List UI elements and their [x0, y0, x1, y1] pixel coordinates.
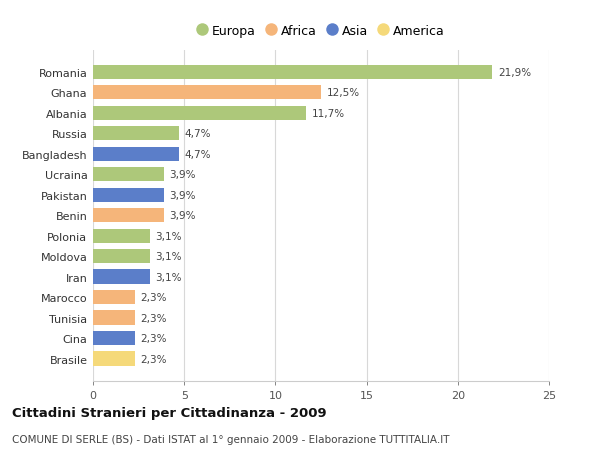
Text: 2,3%: 2,3%: [140, 333, 167, 343]
Bar: [93, 86, 321, 100]
Text: 3,1%: 3,1%: [155, 231, 182, 241]
Bar: [93, 331, 135, 346]
Bar: [93, 352, 135, 366]
Text: 4,7%: 4,7%: [184, 150, 211, 159]
Text: 21,9%: 21,9%: [498, 67, 531, 78]
Text: 2,3%: 2,3%: [140, 292, 167, 302]
Text: 2,3%: 2,3%: [140, 313, 167, 323]
Bar: [93, 147, 179, 162]
Bar: [93, 249, 149, 264]
Text: 4,7%: 4,7%: [184, 129, 211, 139]
Text: 12,5%: 12,5%: [326, 88, 359, 98]
Bar: [93, 270, 149, 284]
Text: 11,7%: 11,7%: [312, 108, 345, 118]
Legend: Europa, Africa, Asia, America: Europa, Africa, Asia, America: [197, 25, 445, 38]
Text: Cittadini Stranieri per Cittadinanza - 2009: Cittadini Stranieri per Cittadinanza - 2…: [12, 406, 326, 419]
Text: 2,3%: 2,3%: [140, 354, 167, 364]
Bar: [93, 188, 164, 202]
Text: 3,1%: 3,1%: [155, 272, 182, 282]
Text: 3,9%: 3,9%: [170, 211, 196, 221]
Bar: [93, 229, 149, 243]
Text: 3,1%: 3,1%: [155, 252, 182, 262]
Bar: [93, 311, 135, 325]
Bar: [93, 127, 179, 141]
Bar: [93, 208, 164, 223]
Text: 3,9%: 3,9%: [170, 190, 196, 200]
Text: 3,9%: 3,9%: [170, 170, 196, 180]
Bar: [93, 66, 493, 80]
Bar: [93, 106, 307, 121]
Bar: [93, 168, 164, 182]
Bar: [93, 291, 135, 305]
Text: COMUNE DI SERLE (BS) - Dati ISTAT al 1° gennaio 2009 - Elaborazione TUTTITALIA.I: COMUNE DI SERLE (BS) - Dati ISTAT al 1° …: [12, 434, 449, 444]
